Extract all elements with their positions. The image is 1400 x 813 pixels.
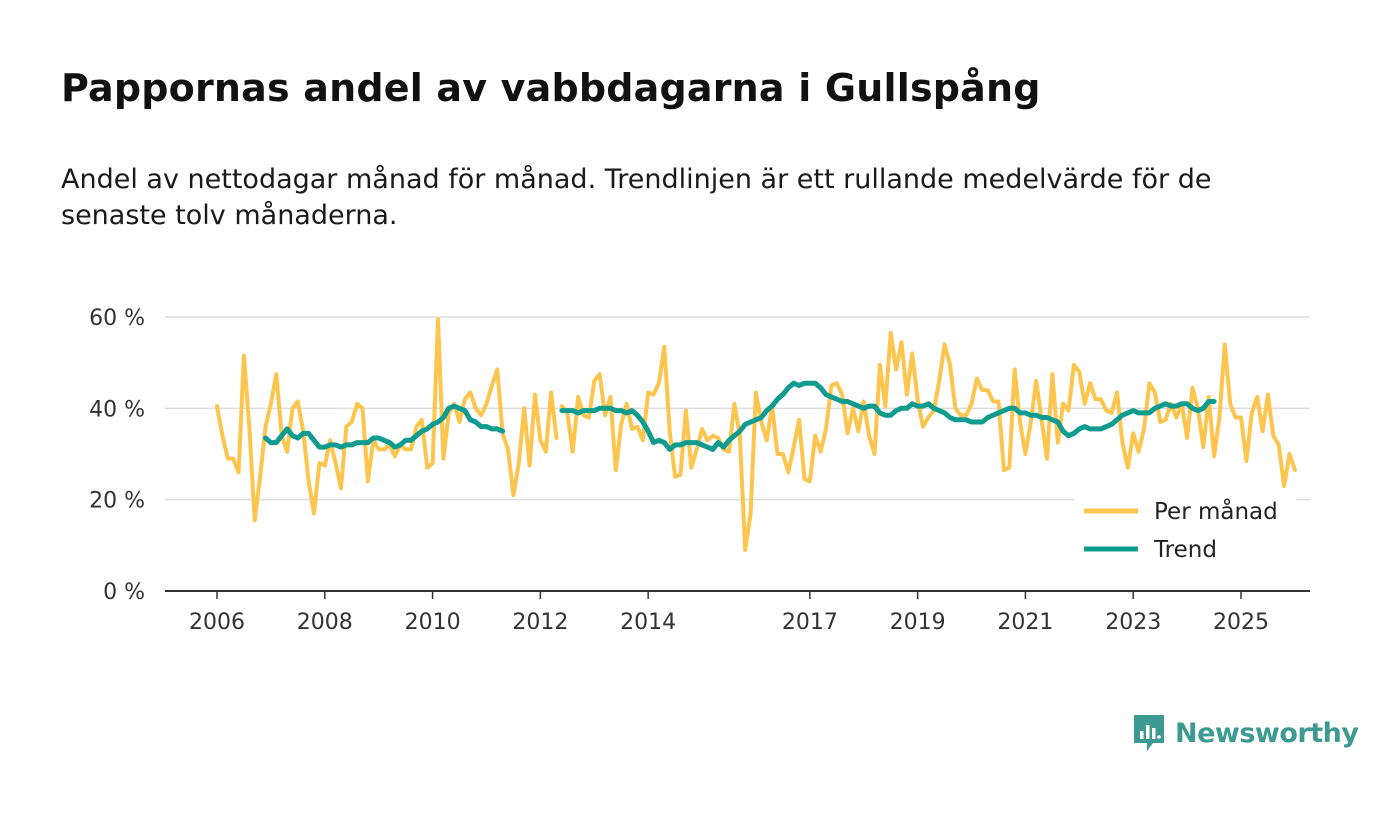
y-tick-label: 40 % (89, 397, 145, 422)
y-tick-label: 20 % (89, 489, 145, 514)
series-line-per-manad-segment-1 (215, 317, 559, 523)
series-line-trend-segment-2 (559, 380, 1217, 452)
legend-background (1074, 491, 1296, 577)
brand-name: Newsworthy (1175, 717, 1359, 749)
x-axis-ticks: 2006 2008 2010 2012 2014 2017 2019 2021 2023 2025 (189, 591, 1269, 635)
x-tick-label: 2019 (890, 610, 946, 635)
legend-label-per-manad: Per månad (1154, 497, 1278, 525)
x-tick-label: 2021 (997, 610, 1053, 635)
x-tick-label: 2017 (782, 610, 838, 635)
y-tick-label: 0 % (103, 580, 145, 605)
x-tick-label: 2010 (405, 610, 461, 635)
x-tick-label: 2014 (620, 610, 676, 635)
x-tick-label: 2025 (1213, 610, 1269, 635)
x-tick-label: 2012 (512, 610, 568, 635)
newsworthy-logo[interactable]: Newsworthy (1132, 712, 1359, 754)
chart-title: Pappornas andel av vabbdagarna i Gullspå… (61, 66, 1041, 110)
bar-chart-bubble-icon (1134, 715, 1164, 751)
y-tick-label: 60 % (89, 306, 145, 331)
legend-label-trend: Trend (1153, 537, 1217, 563)
x-tick-label: 2023 (1105, 610, 1161, 635)
series-line-trend-segment-1 (263, 403, 506, 450)
chart-subtitle: Andel av nettodagar månad för månad. Tre… (61, 164, 1212, 231)
series-lines (215, 317, 1297, 552)
y-axis-ticks: 0 % 20 % 40 % 60 % (89, 306, 145, 605)
legend: Per månad Trend (1074, 491, 1296, 577)
x-tick-label: 2008 (297, 610, 353, 635)
x-tick-label: 2006 (189, 610, 245, 635)
